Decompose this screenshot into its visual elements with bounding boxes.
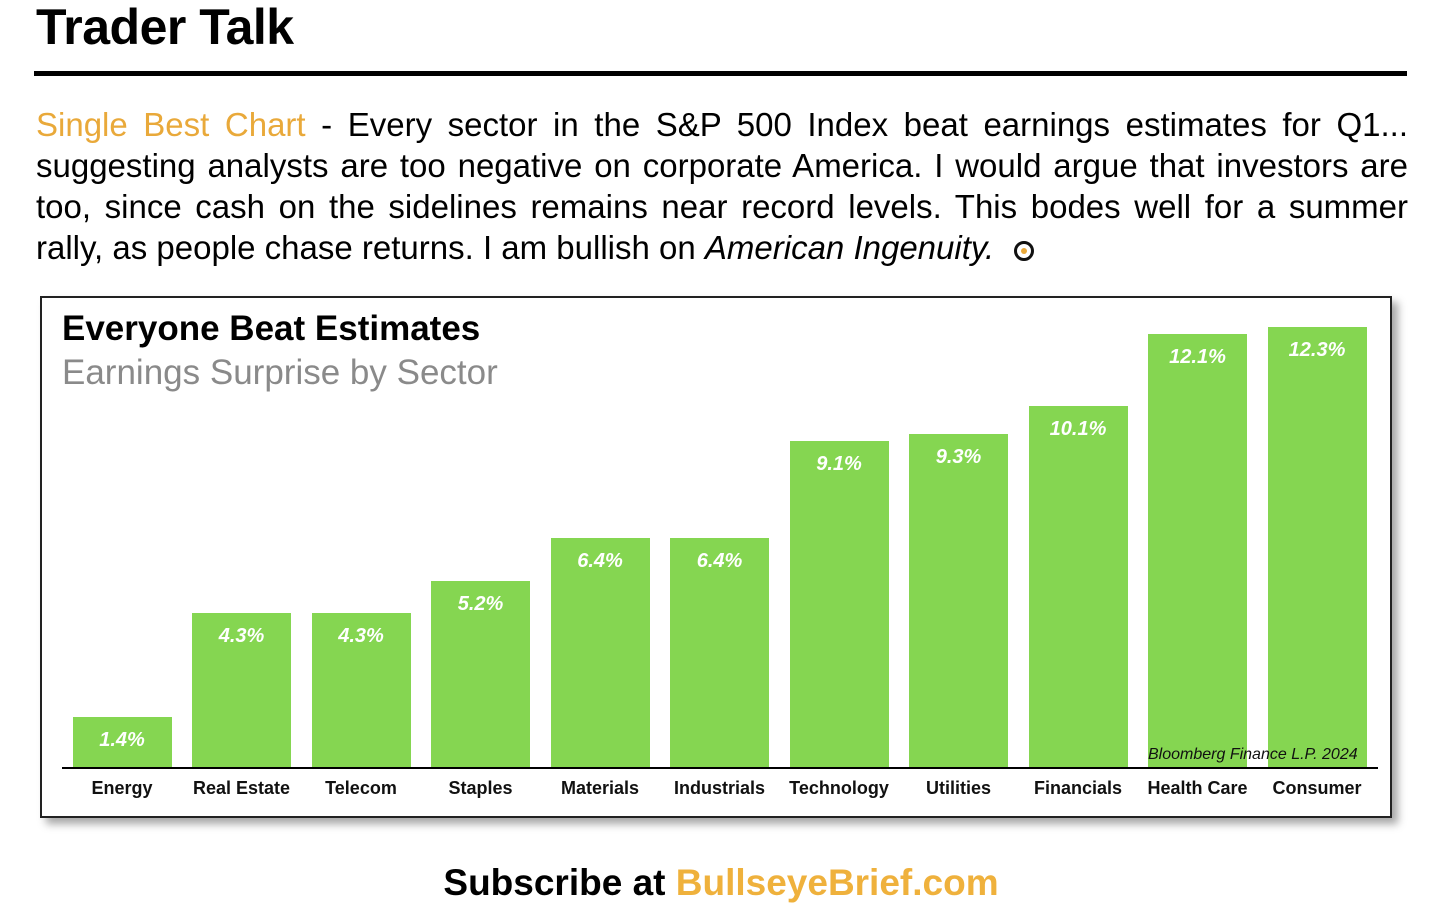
bar-value-label: 6.4% [696,550,743,573]
title-divider [34,71,1407,76]
bullseye-icon [1014,241,1035,261]
bar-utilities [909,434,1008,767]
subscribe-prefix: Subscribe at [443,862,676,903]
bar-value-label: 5.2% [457,592,504,615]
chart-source: Bloomberg Finance L.P. 2024 [1148,746,1358,763]
commentary-emphasis: American Ingenuity. [704,229,995,266]
category-label: Energy [91,778,153,798]
bar-technology [789,441,889,767]
chart-title: Everyone Beat Estimates [62,309,481,348]
category-label: Staples [448,778,513,798]
commentary-paragraph: Single Best Chart - Every sector in the … [36,104,1408,268]
bar-health-care [1148,334,1247,767]
bar-value-label: 10.1% [1049,417,1107,440]
category-label: Materials [560,778,640,798]
bar-value-label: 9.3% [935,446,982,469]
category-label: Health Care [1147,778,1248,798]
bar-value-label: 12.3% [1288,339,1346,361]
commentary-body: - Every sector in the S&P 500 Index beat… [36,106,1408,266]
bar-energy [72,716,172,767]
category-label: Financials [1033,778,1123,798]
bar-value-label: 4.3% [218,625,265,648]
bar-consumer [1267,327,1367,767]
category-label: Consumer [1272,778,1362,798]
category-label: Technology [789,778,889,798]
chart-subtitle: Earnings Surprise by Sector [62,353,498,392]
bar-telecom [311,613,411,767]
bar-value-label: 4.3% [338,625,384,648]
bar-industrials [670,538,769,767]
category-label: Industrials [673,778,766,798]
x-axis-line [62,767,1378,769]
bar-materials [550,538,650,767]
category-label: Utilities [925,778,991,798]
subscribe-footer: Subscribe at BullseyeBrief.com [0,862,1442,904]
bar-real-estate [192,613,291,767]
commentary-lead: Single Best Chart [36,106,306,143]
subscribe-link[interactable]: BullseyeBrief.com [675,862,999,903]
bar-financials [1028,405,1128,767]
category-label: Telecom [325,778,397,798]
bar-value-label: 6.4% [577,550,623,573]
bar-value-label: 12.1% [1169,346,1226,369]
bar-value-label: 9.1% [816,453,862,476]
bar-value-label: 1.4% [99,728,145,751]
category-label: Real Estate [192,778,291,798]
bar-staples [431,580,530,767]
page-title: Trader Talk [36,0,294,55]
